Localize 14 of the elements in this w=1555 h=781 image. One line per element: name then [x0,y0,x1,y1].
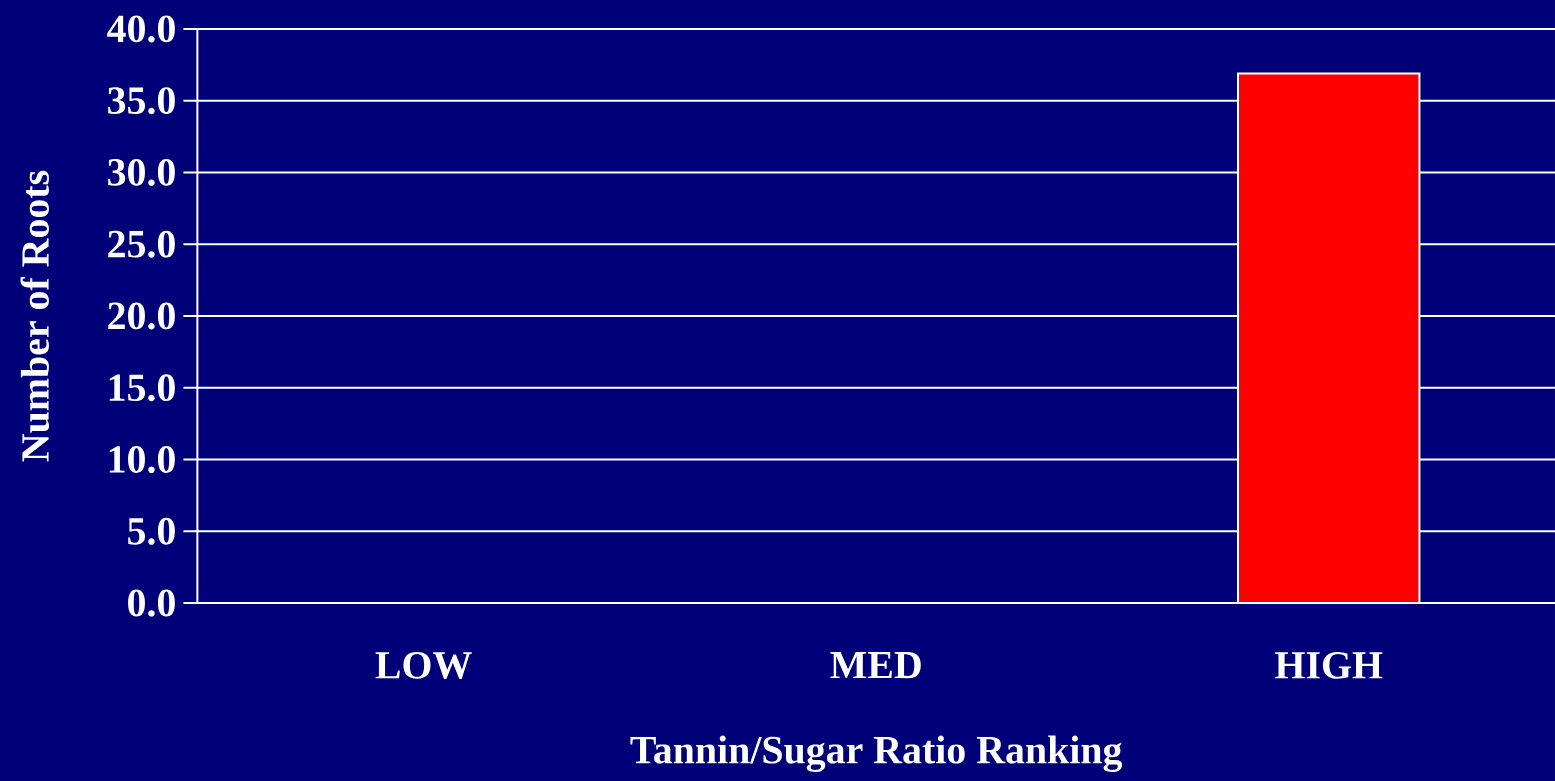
y-tick-label: 5.0 [128,517,175,545]
y-tick-label: 25.0 [108,230,175,258]
y-tick-label: 20.0 [108,302,175,330]
y-tick-label: 15.0 [109,373,175,402]
y-tick-label: 0.0 [128,589,175,617]
y-tick-label: 10.0 [109,445,175,473]
y-tick-label: 30.0 [108,158,175,186]
y-tick-label: 35.0 [108,86,175,114]
x-axis-title: Tannin/Sugar Ratio Ranking [630,735,1123,772]
x-tick-label: LOW [375,651,472,679]
x-tick-label: MED [830,651,921,678]
y-tick-label: 40.0 [107,15,175,43]
x-tick-label: HIGH [1275,651,1383,679]
y-axis-title: Number of Roots [20,170,50,462]
